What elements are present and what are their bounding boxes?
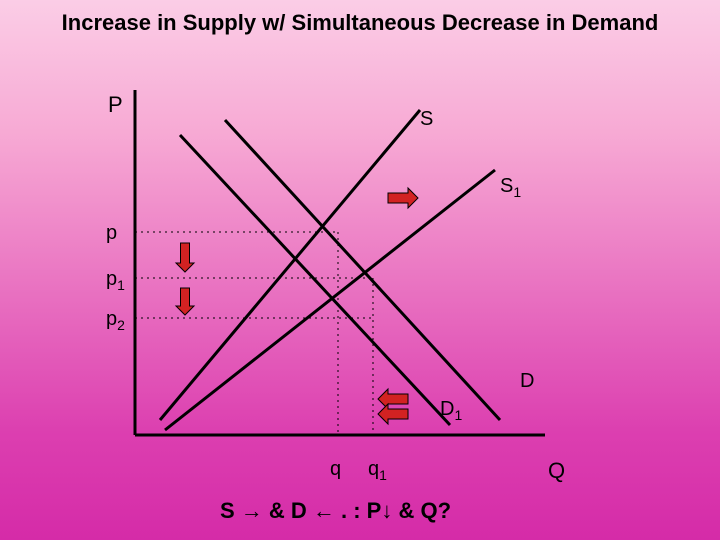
demand-curve-D bbox=[225, 120, 500, 420]
demand-shift-arrow-1 bbox=[378, 389, 408, 409]
label-D: D bbox=[520, 370, 534, 393]
supply-curve-S1 bbox=[165, 170, 495, 430]
price-drop-arrow-2 bbox=[176, 288, 194, 315]
label-D1: D1 bbox=[440, 398, 462, 423]
x-axis-label: Q bbox=[548, 458, 565, 484]
label-q1: q1 bbox=[368, 458, 387, 483]
label-p1: p1 bbox=[106, 268, 125, 293]
price-drop-arrow-1 bbox=[176, 243, 194, 272]
demand-curve-D1 bbox=[180, 135, 450, 425]
y-axis-label: P bbox=[108, 92, 123, 118]
supply-shift-arrow bbox=[388, 188, 418, 208]
label-S: S bbox=[420, 108, 433, 131]
label-p: p bbox=[106, 222, 117, 245]
demand-shift-arrow-2 bbox=[378, 404, 408, 424]
label-q: q bbox=[330, 458, 341, 481]
label-S1: S1 bbox=[500, 175, 521, 200]
caption: S → & D ← . : P↓ & Q? bbox=[220, 498, 451, 524]
label-p2: p2 bbox=[106, 308, 125, 333]
